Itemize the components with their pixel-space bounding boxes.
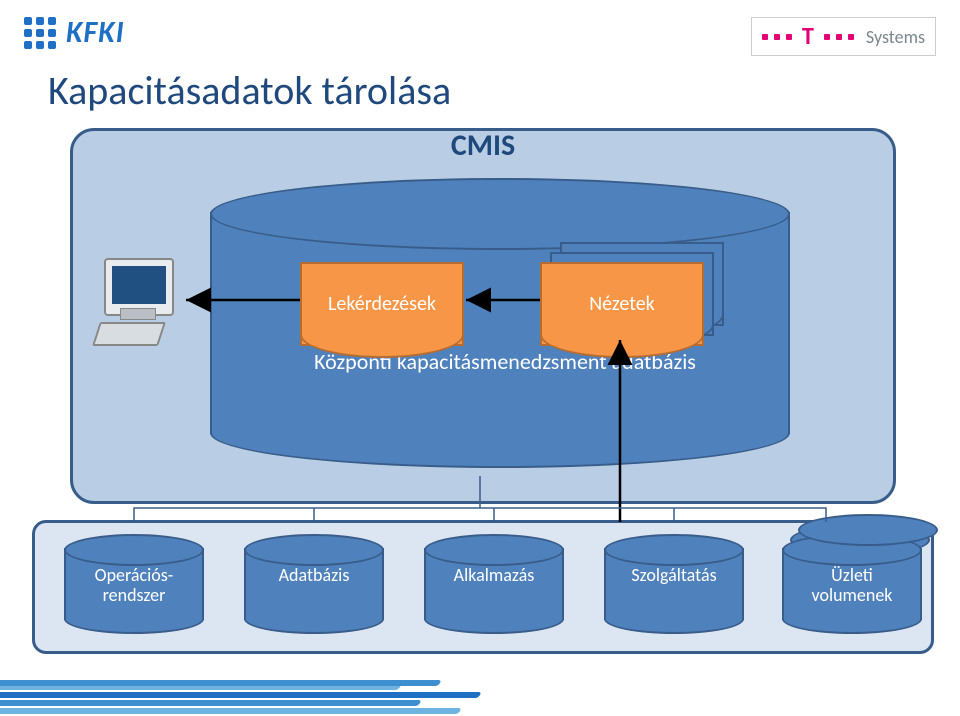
db-cylinder-0: Operációs-rendszer: [64, 534, 204, 634]
kfki-dots-icon: [24, 17, 56, 49]
db-cylinder-1: Adatbázis: [244, 534, 384, 634]
slide-title: Kapacitásadatok tárolása: [48, 66, 451, 115]
tsystems-text: Systems: [866, 26, 925, 48]
tsystems-logo: T Systems: [751, 17, 936, 56]
doc-queries-label: Lekérdezések: [328, 292, 436, 316]
cmis-label: CMIS: [73, 127, 893, 164]
kfki-text: KFKI: [66, 14, 125, 51]
doc-queries: Lekérdezések: [300, 262, 464, 346]
computer-icon: [96, 258, 182, 350]
tsystems-t-icon: T: [802, 22, 814, 51]
doc-views-stack: Nézetek: [540, 262, 704, 346]
db-cylinder-label-4: Üzletivolumenek: [782, 566, 922, 606]
db-cylinder-4: Üzletivolumenek: [782, 534, 922, 634]
footer-stripes: [0, 680, 520, 716]
slide: KFKI T Systems Kapacitásadatok tárolása …: [0, 0, 960, 716]
db-cylinder-label-0: Operációs-rendszer: [64, 566, 204, 606]
tsystems-dots-right-icon: [824, 34, 854, 40]
doc-views-label: Nézetek: [589, 292, 655, 316]
kfki-logo: KFKI: [24, 14, 125, 51]
tsystems-dots-left-icon: [762, 34, 792, 40]
db-cylinder-label-1: Adatbázis: [244, 566, 384, 586]
db-cylinder-3: Szolgáltatás: [604, 534, 744, 634]
db-cylinder-2: Alkalmazás: [424, 534, 564, 634]
db-cylinder-label-3: Szolgáltatás: [604, 566, 744, 586]
db-cylinder-label-2: Alkalmazás: [424, 566, 564, 586]
